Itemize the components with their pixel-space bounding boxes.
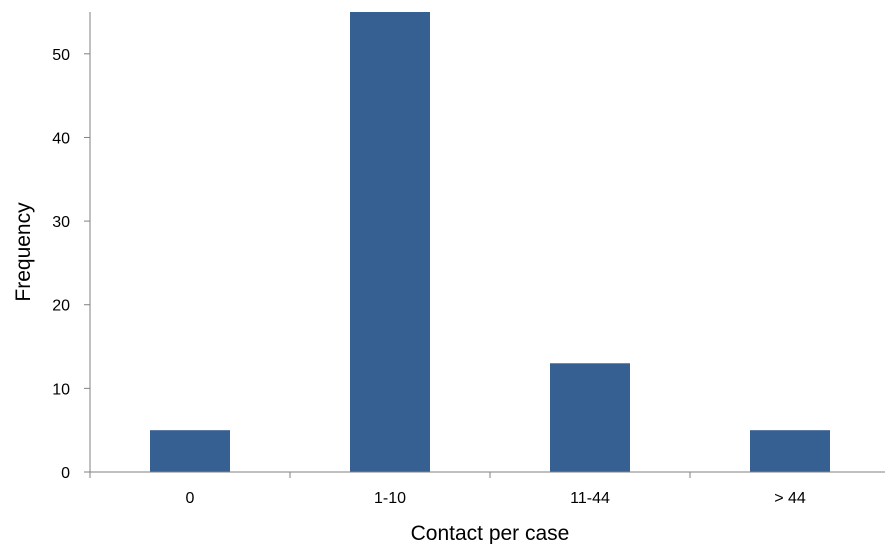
bars-group [150, 12, 830, 472]
x-axis-title: Contact per case [411, 522, 570, 544]
y-tick-label: 0 [61, 465, 70, 482]
bar-44 [750, 430, 830, 472]
y-tick-label: 40 [52, 130, 70, 147]
bar-11-44 [550, 363, 630, 472]
x-tick-label: 1-10 [374, 490, 406, 507]
bar-1-10 [350, 12, 430, 472]
y-axis-title: Frequency [12, 202, 35, 302]
y-tick-label: 30 [52, 214, 70, 231]
y-axis: 0 10 20 30 40 50 [52, 12, 91, 482]
y-tick-label: 20 [52, 298, 70, 315]
y-tick-label: 50 [52, 47, 70, 64]
bar-0 [150, 430, 230, 472]
y-tick-label: 10 [52, 381, 70, 398]
x-tick-label: 11-44 [570, 490, 610, 507]
x-tick-label: > 44 [774, 490, 806, 507]
x-axis: 0 1-10 11-44 > 44 [89, 471, 885, 507]
x-tick-label: 0 [186, 490, 195, 507]
